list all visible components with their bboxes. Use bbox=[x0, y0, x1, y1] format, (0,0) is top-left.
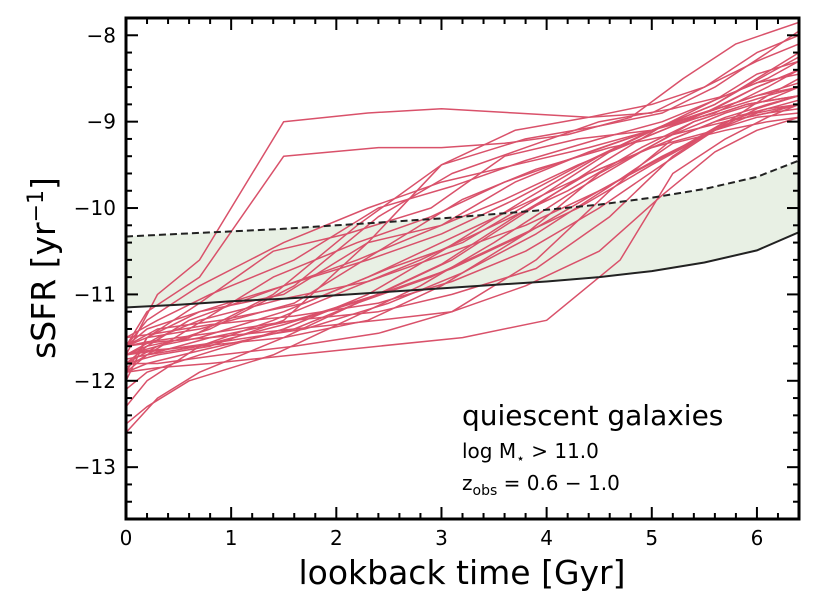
sfh-track-18 bbox=[126, 60, 799, 373]
x-tick-label: 1 bbox=[225, 526, 238, 550]
annotation-title: quiescent galaxies bbox=[462, 399, 723, 432]
sfh-track-24 bbox=[126, 94, 799, 425]
annotation-z-sub: obs bbox=[473, 483, 498, 499]
annotation-mass-cond: > 11.0 bbox=[525, 439, 599, 463]
y-tick-label: −12 bbox=[74, 369, 116, 393]
scatter-band-fill bbox=[126, 160, 799, 308]
sfh-track-19 bbox=[126, 77, 799, 339]
annotation-mass-sub: ⋆ bbox=[516, 451, 525, 467]
sfh-track-30 bbox=[126, 116, 799, 347]
x-tick-label: 3 bbox=[435, 526, 448, 550]
x-tick-label: 6 bbox=[751, 526, 764, 550]
y-tick-label: −11 bbox=[74, 282, 116, 306]
annotation-mass-text: log M bbox=[462, 439, 516, 463]
axis-ticks: 0 1 2 3 4 5 6 −13 −12 −11 −10 −9 −8 bbox=[74, 17, 800, 550]
sfh-track-2 bbox=[126, 21, 799, 347]
y-tick-label: −10 bbox=[74, 196, 116, 220]
y-tick-label: −9 bbox=[87, 110, 116, 134]
band-upper-dashed-line bbox=[126, 159, 799, 238]
sfh-track-15 bbox=[126, 51, 799, 347]
x-tick-label: 2 bbox=[330, 526, 343, 550]
x-tick-label: 0 bbox=[120, 526, 133, 550]
y-tick-label: −13 bbox=[74, 455, 116, 479]
sfh-track-26 bbox=[126, 99, 799, 347]
band-lower-solid-line bbox=[126, 231, 799, 309]
annotation-z-text: z bbox=[462, 471, 473, 495]
sfh-track-6 bbox=[126, 73, 799, 339]
sfh-track-27 bbox=[126, 103, 799, 360]
x-tick-label: 5 bbox=[645, 526, 658, 550]
y-tick-label: −8 bbox=[87, 23, 116, 47]
sfh-track-1 bbox=[126, 34, 799, 356]
y-axis-label-exponent: −1 bbox=[24, 190, 49, 222]
scatter-band bbox=[126, 160, 799, 308]
sfh-track-29 bbox=[126, 69, 799, 369]
band-edges bbox=[126, 159, 799, 309]
sfh-track-23 bbox=[126, 86, 799, 347]
x-axis-label: lookback time [Gyr] bbox=[298, 553, 625, 592]
y-axis-label-close: ] bbox=[24, 177, 63, 190]
sfh-track-8 bbox=[126, 86, 799, 347]
x-tick-label: 4 bbox=[540, 526, 553, 550]
y-axis-label-main: sSFR [yr bbox=[24, 222, 63, 359]
sfh-track-17 bbox=[126, 30, 799, 365]
annotation-redshift-range: zobs = 0.6 − 1.0 bbox=[462, 471, 620, 499]
sfh-track-16 bbox=[126, 43, 799, 356]
sfh-tracks bbox=[126, 21, 799, 434]
annotation-z-cond: = 0.6 − 1.0 bbox=[497, 471, 620, 495]
sfh-track-28 bbox=[126, 103, 799, 373]
y-axis-label: sSFR [yr−1] bbox=[24, 177, 63, 359]
annotation-mass-cut: log M⋆ > 11.0 bbox=[462, 439, 599, 467]
